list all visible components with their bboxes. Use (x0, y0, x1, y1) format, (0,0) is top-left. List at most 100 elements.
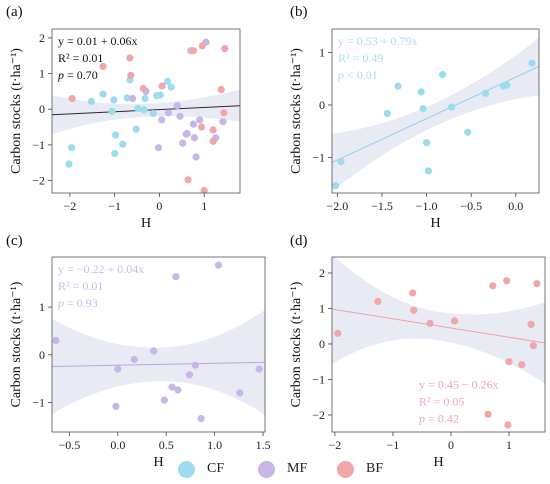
y-tick-label-a-0: −2 (32, 174, 45, 188)
point-b-cf-7 (424, 167, 432, 175)
point-a-mf-7 (183, 129, 191, 138)
point-d-bf-8 (503, 277, 511, 285)
annotation-d-1: R² = 0.05 (419, 394, 464, 408)
confidence-band-d (332, 257, 545, 384)
annotation-b-0: y = 0.53 + 0.79x (338, 34, 418, 48)
y-axis-label-a: Carbon stocks (t·ha⁻¹) (9, 48, 24, 174)
y-tick-label-a-4: 2 (39, 31, 45, 45)
point-a-cf-1 (68, 144, 76, 152)
point-a-cf-8 (119, 140, 127, 148)
fit-line-c (52, 361, 265, 368)
y-tick-label-d-2: 0 (319, 337, 325, 351)
point-a-cf-2 (87, 97, 95, 105)
legend-label-mf: MF (287, 461, 308, 476)
point-b-cf-1 (337, 158, 345, 166)
point-a-cf-12 (134, 104, 142, 113)
point-a-bf-14 (220, 109, 228, 117)
panel-tag-d: (d) (290, 233, 308, 249)
point-d-bf-1 (374, 297, 382, 305)
plot-frame-a (51, 28, 241, 194)
point-a-cf-6 (112, 131, 120, 139)
point-d-bf-6 (484, 410, 492, 418)
x-tick-label-c-4: 1.5 (256, 438, 271, 452)
point-d-bf-14 (533, 280, 541, 288)
point-a-mf-2 (154, 144, 163, 152)
x-tick-label-d-2: 0 (448, 438, 454, 452)
y-axis-label-b: Carbon stocks (t·ha⁻¹) (289, 48, 304, 174)
panel-tag-b: (b) (290, 4, 308, 20)
point-a-bf-5 (158, 82, 166, 90)
point-c-mf-8 (174, 386, 182, 394)
legend-label-bf: BF (366, 461, 384, 476)
annotation-a-1: R² = 0.01 (58, 51, 103, 65)
point-b-cf-6 (423, 139, 431, 147)
y-tick-label-a-3: 1 (39, 67, 45, 81)
y-tick-label-d-3: 1 (319, 301, 325, 315)
point-d-bf-10 (505, 358, 513, 366)
point-a-mf-3 (158, 116, 166, 124)
plot-area-b (332, 37, 539, 192)
annotation-c-2: p = 0.93 (57, 296, 98, 310)
point-a-cf-15 (156, 91, 164, 99)
legend-item-cf: CF (178, 458, 224, 480)
point-a-mf-10 (190, 134, 198, 142)
point-a-cf-4 (108, 107, 116, 115)
point-b-cf-10 (464, 128, 472, 136)
point-b-cf-11 (481, 89, 490, 97)
x-tick-label-b-2: −1.0 (416, 199, 438, 213)
point-a-cf-17 (167, 83, 175, 91)
point-a-cf-13 (141, 94, 149, 103)
x-tick-label-c-1: 0.0 (110, 438, 125, 452)
plot-frame-d (331, 256, 546, 433)
legend-item-bf: BF (337, 458, 383, 480)
y-tick-label-b-0: −1 (312, 150, 325, 164)
x-tick-label-b-0: −2.0 (326, 199, 348, 213)
y-tick-label-d-1: −1 (312, 372, 325, 386)
point-a-mf-16 (179, 139, 187, 147)
point-d-bf-13 (529, 342, 538, 350)
point-b-cf-5 (419, 105, 427, 113)
legend: CF MF BF (0, 458, 550, 480)
x-axis-label-c: H (153, 455, 163, 470)
y-tick-label-a-1: −1 (32, 138, 45, 152)
legend-label-cf: CF (207, 461, 225, 476)
y-tick-label-c-0: −1 (32, 395, 45, 409)
legend-marker-cf (178, 460, 195, 478)
y-tick-label-b-1: 0 (319, 98, 325, 112)
x-tick-label-a-3: 1 (201, 199, 207, 213)
point-d-bf-4 (426, 319, 434, 327)
point-a-bf-9 (198, 42, 206, 50)
point-b-cf-14 (528, 59, 536, 67)
point-d-bf-5 (450, 317, 459, 325)
point-d-bf-12 (527, 320, 535, 328)
point-a-bf-7 (189, 47, 197, 55)
y-tick-label-d-0: −2 (312, 408, 325, 422)
y-tick-label-a-2: 0 (39, 102, 45, 116)
point-c-mf-9 (185, 371, 194, 379)
plot-frame-b (331, 28, 540, 194)
x-tick-label-d-0: −2 (329, 438, 342, 452)
point-a-bf-3 (127, 71, 135, 79)
point-b-cf-2 (383, 109, 391, 117)
x-tick-label-b-4: 0.0 (508, 199, 523, 213)
legend-item-mf: MF (258, 458, 307, 480)
y-tick-label-b-2: 1 (319, 46, 325, 60)
point-a-mf-0 (129, 94, 137, 103)
annotation-c-0: y = −0.22 + 0.04x (58, 262, 144, 276)
point-a-bf-10 (200, 186, 208, 193)
panel-a: −2 −1 0 1 −2 −1 0 1 2 H Carbon stocks (t·ha⁻¹) (a) y… (6, 4, 241, 231)
y-tick-label-d-4: 2 (319, 266, 325, 280)
panel-tag-c: (c) (6, 233, 23, 249)
annotation-a-2: p = 0.70 (57, 68, 98, 82)
x-tick-label-c-0: −0.5 (59, 438, 81, 452)
point-a-mf-5 (173, 102, 181, 110)
point-c-mf-10 (191, 361, 199, 369)
point-d-bf-0 (334, 329, 342, 337)
x-axis-label-b: H (430, 216, 440, 231)
point-a-bf-0 (68, 94, 76, 103)
legend-marker-mf (258, 460, 275, 478)
point-a-mf-9 (189, 120, 197, 128)
point-a-bf-4 (139, 84, 147, 93)
x-tick-label-c-3: 1.0 (207, 438, 222, 452)
panel-tag-a: (a) (6, 4, 23, 20)
